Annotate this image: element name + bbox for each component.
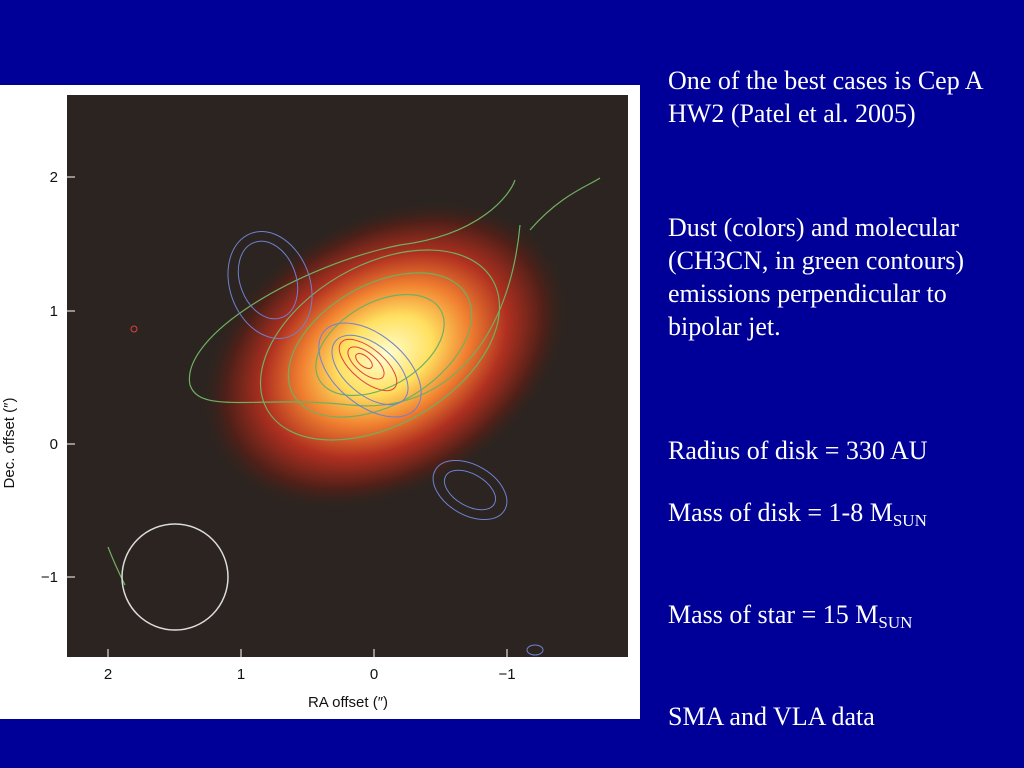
beam [121, 523, 229, 631]
dust-emission [198, 197, 572, 513]
text: Mass of star = 15 M [668, 600, 879, 629]
y-tick-label: −1 [41, 569, 58, 586]
green-contours [107, 177, 601, 586]
paragraph: SMA and VLA data [668, 702, 875, 731]
subscript: SUN [878, 613, 913, 632]
x-tick-label: 2 [104, 666, 112, 683]
figure: 2 1 0 −1 2 1 0 −1 RA offset (″) Dec. offset (″) [0, 85, 640, 719]
text: Mass of disk = 1-8 M [668, 498, 893, 527]
paragraph: Mass of disk = 1-8 MSUN [668, 496, 1018, 537]
subscript: SUN [892, 511, 927, 530]
y-tick-label: 0 [50, 436, 58, 453]
x-tick-label: −1 [498, 666, 515, 683]
blue-contours [227, 231, 544, 656]
paragraph: One of the best cases is Cep A HW2 (Pate… [668, 66, 983, 128]
paragraph: Mass of star = 15 MSUN [668, 598, 1018, 639]
y-axis-label: Dec. offset (″) [1, 398, 18, 489]
paragraph: Dust (colors) and molecular (CH3CN, in g… [668, 213, 965, 341]
y-tick-label: 2 [50, 169, 58, 186]
x-tick-label: 0 [370, 666, 378, 683]
x-tick-label: 1 [237, 666, 245, 683]
x-axis-label: RA offset (″) [308, 694, 388, 711]
paragraph: Radius of disk = 330 AU [668, 436, 928, 465]
red-contours [130, 325, 398, 392]
y-tick-label: 1 [50, 303, 58, 320]
